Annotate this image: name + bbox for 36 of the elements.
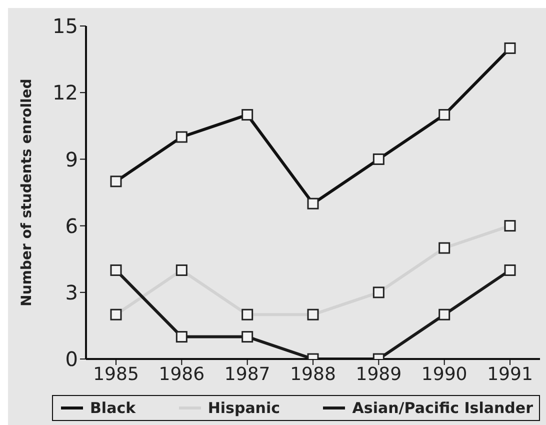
point (372, 286, 384, 298)
y-tick-label: 6 (65, 214, 78, 238)
point (438, 308, 450, 320)
x-tick-label: 1989 (356, 364, 402, 385)
x-tick-label: 1990 (421, 364, 468, 385)
x-tick-label: 1985 (93, 364, 139, 385)
y-axis-title: Number of students enrolled (18, 78, 35, 306)
point (110, 264, 122, 276)
x-tick-label: 1986 (158, 364, 205, 385)
y-tick-label: 0 (65, 347, 78, 372)
point (307, 198, 319, 210)
y-tick-label: 9 (65, 147, 78, 172)
point (242, 308, 254, 320)
legend-label: Hispanic (206, 399, 280, 417)
point (176, 131, 188, 143)
point (504, 42, 516, 54)
point (176, 264, 188, 276)
point (438, 109, 450, 121)
point (110, 308, 122, 320)
x-tick-label: 1987 (224, 364, 270, 385)
point (438, 242, 450, 254)
y-tick-label: 15 (52, 14, 78, 38)
legend-label: Asian/Pacific Islander (351, 399, 533, 417)
point (504, 264, 516, 276)
y-tick-label: 12 (52, 80, 78, 105)
y-tick-label: 3 (65, 280, 78, 304)
legend-label: Black (89, 399, 136, 417)
point (307, 308, 319, 320)
point (504, 220, 516, 232)
point (372, 153, 384, 165)
x-tick-label: 1991 (487, 364, 533, 385)
point (110, 176, 122, 188)
x-tick-label: 1988 (290, 364, 336, 385)
point (242, 109, 254, 121)
point (176, 331, 188, 343)
point (242, 331, 254, 343)
